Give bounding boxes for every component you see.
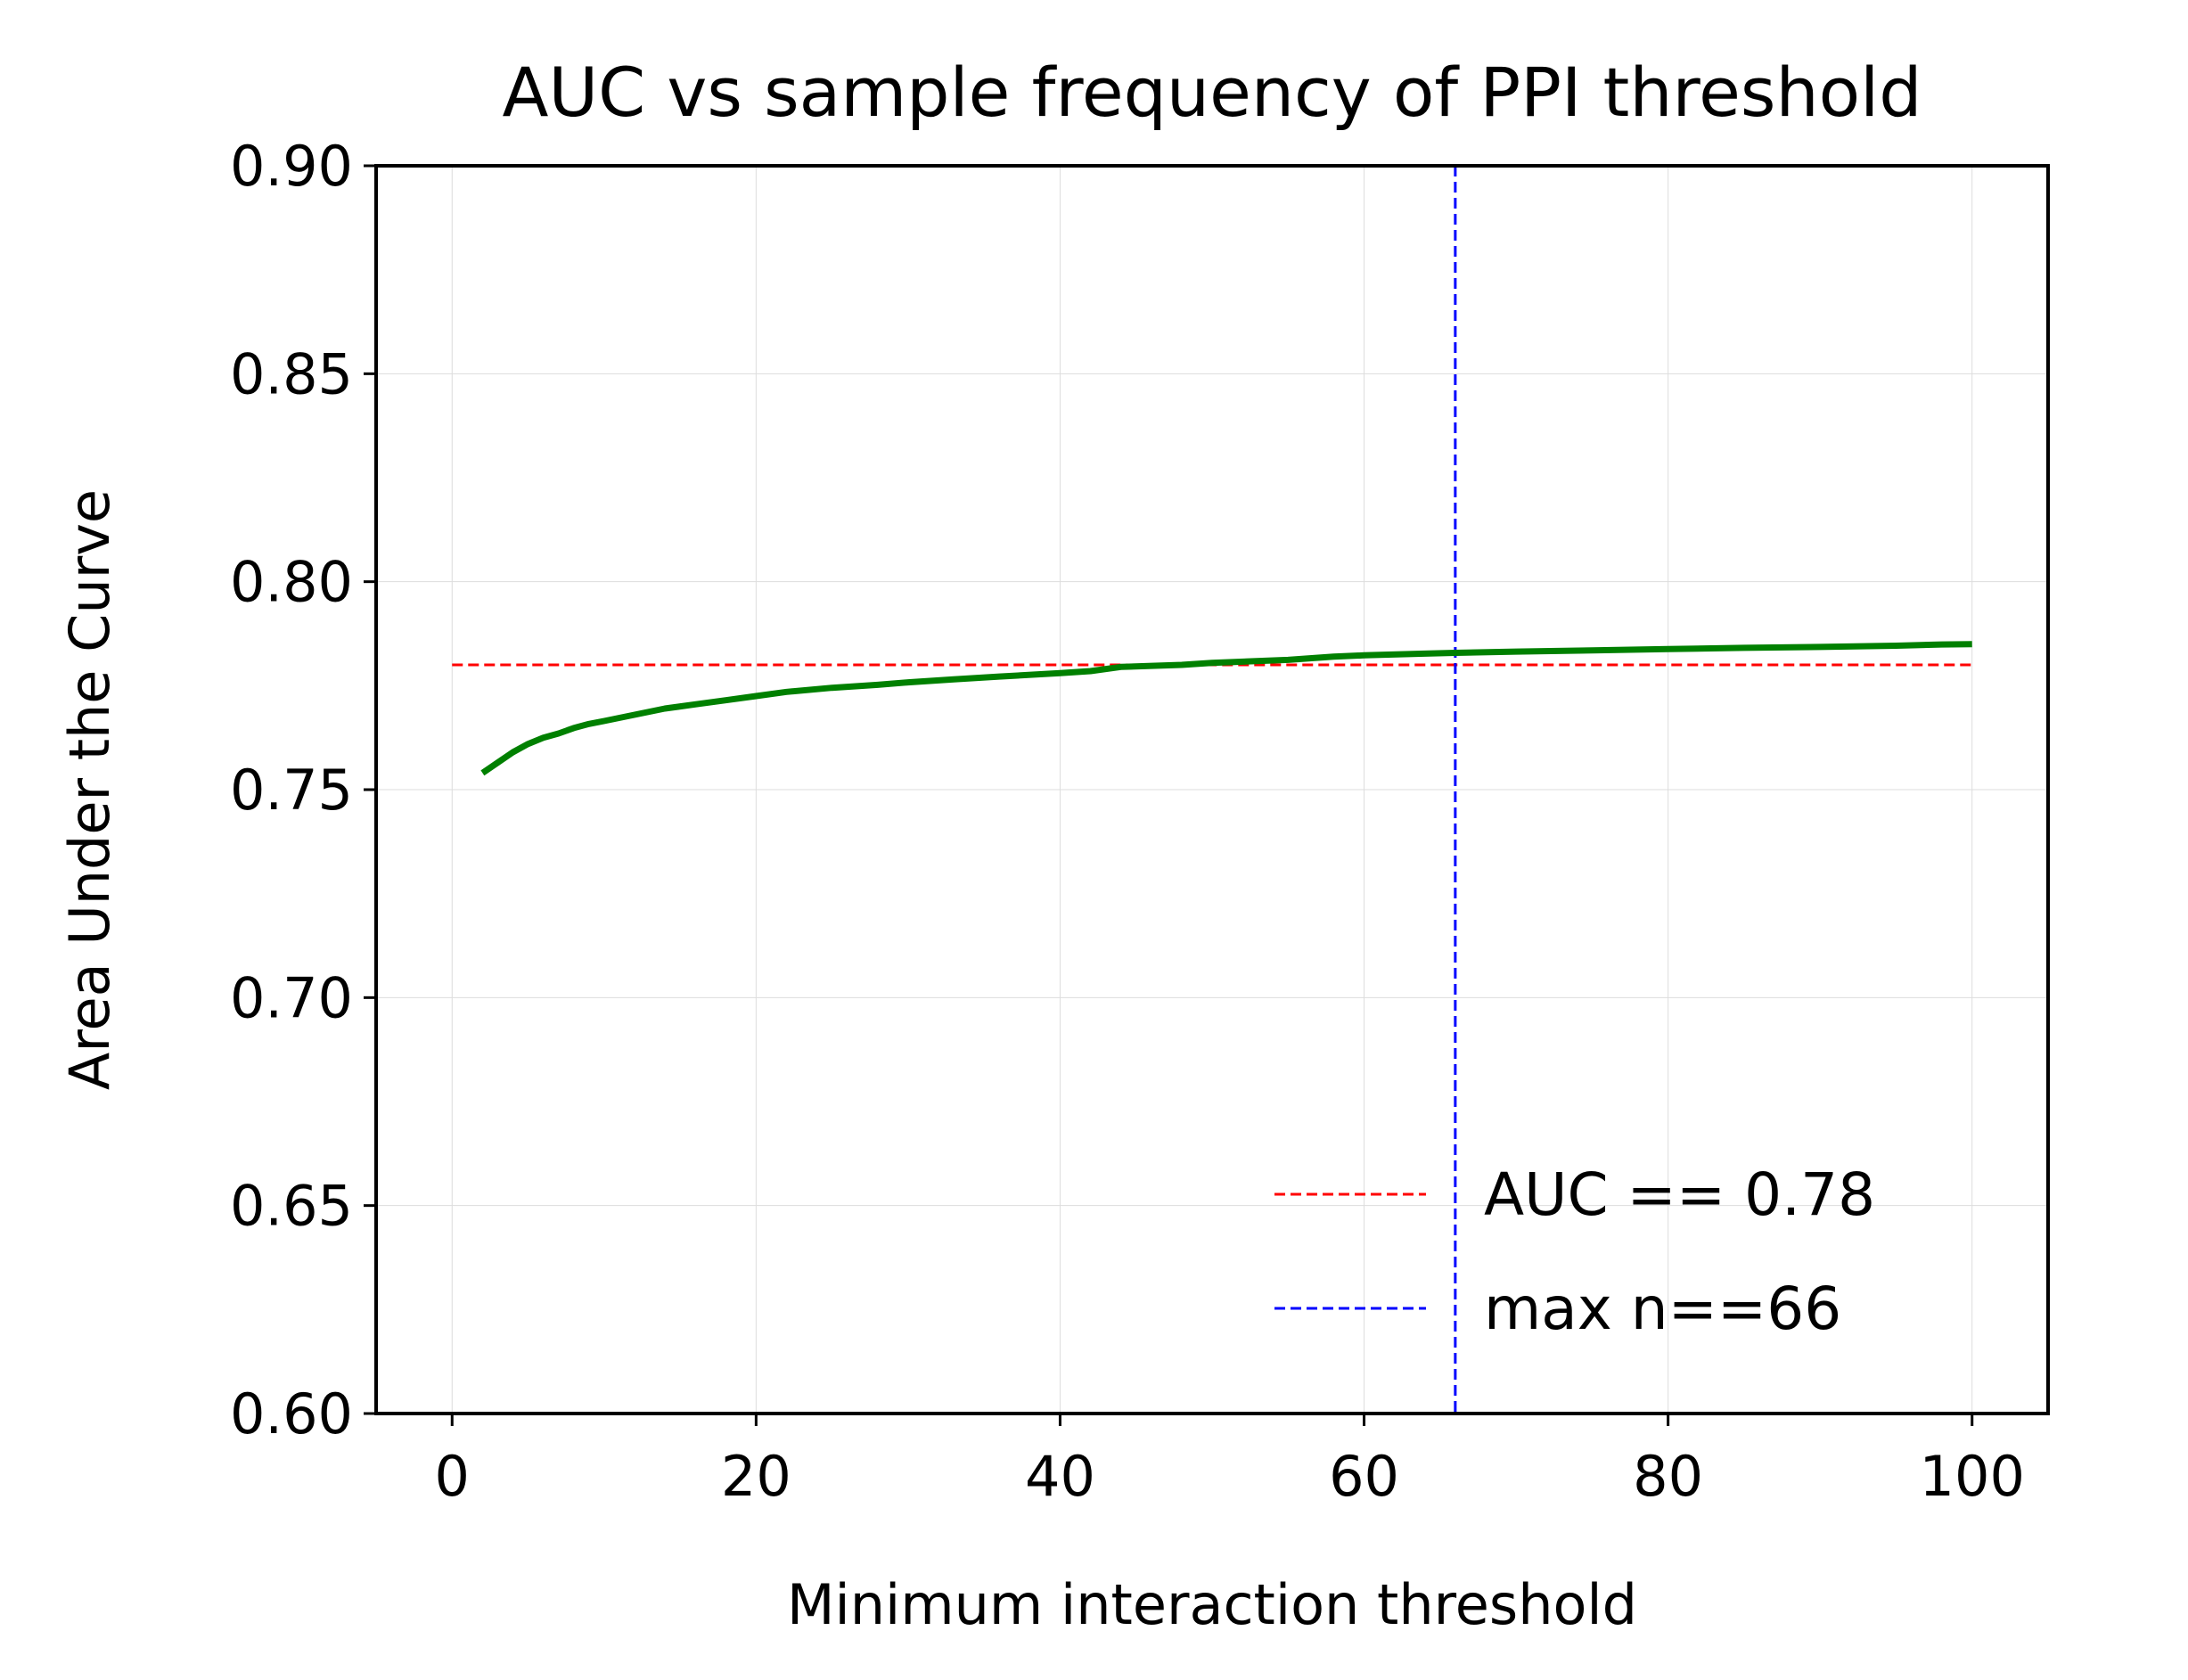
x-tick-label: 80: [1633, 1444, 1703, 1509]
auc-series-line: [480, 641, 1972, 776]
x-tick-label: 20: [721, 1444, 791, 1509]
legend-label-auc: AUC == 0.78: [1484, 1160, 1875, 1229]
data-layer: [452, 166, 1972, 1414]
y-tick-label: 0.80: [230, 550, 353, 615]
chart-title: AUC vs sample frequency of PPI threshold: [503, 53, 1922, 132]
x-tick-label: 100: [1920, 1444, 2025, 1509]
x-tick-label: 40: [1025, 1444, 1095, 1509]
legend: AUC == 0.78 max n==66: [1274, 1160, 1875, 1343]
legend-label-max-n: max n==66: [1484, 1274, 1841, 1343]
y-tick-label: 0.60: [230, 1381, 353, 1446]
y-tick-label: 0.70: [230, 965, 353, 1030]
y-tick-label: 0.90: [230, 134, 353, 199]
y-axis-label: Area Under the Curve: [57, 489, 122, 1090]
y-tick-label: 0.75: [230, 758, 353, 823]
x-axis-label: Minimum interaction threshold: [787, 1572, 1637, 1637]
y-tick-label: 0.85: [230, 341, 353, 406]
x-tick-label: 60: [1329, 1444, 1399, 1509]
ticks: 0 20 40 60 80 100 0.60 0.65 0.70 0.75 0.80 0.85 0.90: [230, 134, 2025, 1509]
y-tick-label: 0.65: [230, 1174, 353, 1239]
grid: [376, 165, 2048, 1414]
x-tick-label: 0: [435, 1444, 470, 1509]
